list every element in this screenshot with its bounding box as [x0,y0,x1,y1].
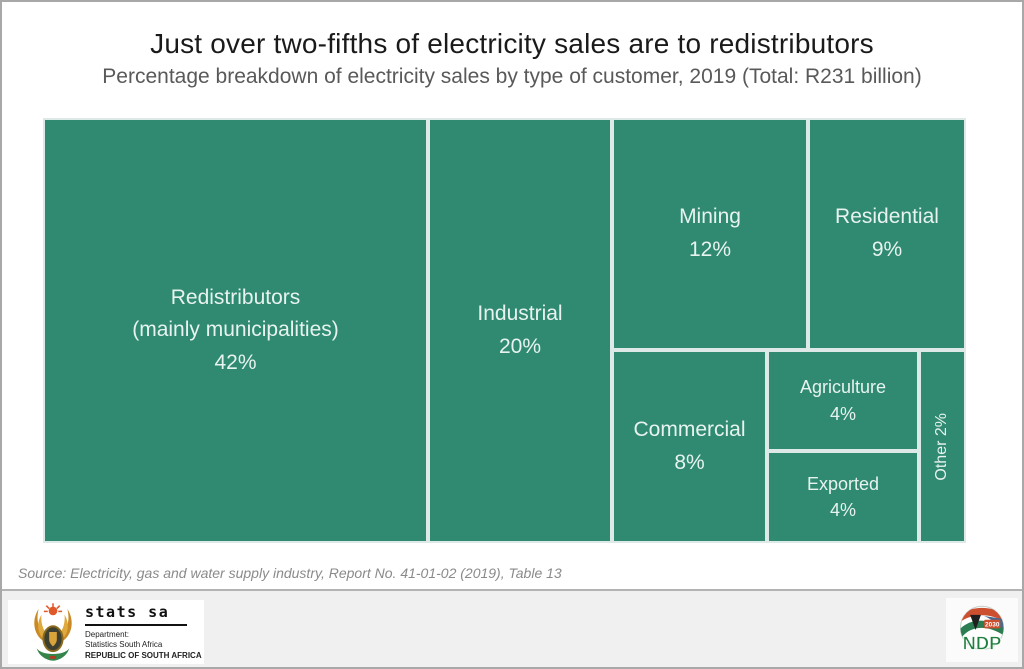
ndp-year-text: 2030 [985,622,1000,629]
treemap-cell-industrial: Industrial 20% [430,120,610,541]
cell-value: 8% [674,450,705,474]
cell-value: 4% [829,500,856,520]
statssa-brand: stats sa [85,602,170,621]
statssa-text-block: stats sa Department: Statistics South Af… [85,603,202,661]
cell-label: Exported [806,473,880,494]
ndp-logo-box: 2030 NDP [946,598,1018,662]
coat-of-arms-icon [34,603,72,661]
treemap-cell-other: Other 2% [921,352,964,541]
treemap-cell-commercial: Commercial 8% [614,352,765,541]
cell-sublabel: (mainly municipalities) [132,318,339,342]
footer-bar: stats sa Department: Statistics South Af… [2,589,1022,667]
ndp-2030-icon: 2030 NDP [959,605,1005,654]
source-note: Source: Electricity, gas and water suppl… [18,565,562,581]
cell-value: 20% [498,334,542,358]
cell-value: 9% [871,238,903,261]
cell-label: Agriculture [799,377,887,398]
statssa-dept-line1: Department: [85,629,130,639]
treemap-cell-residential: Residential 9% [810,120,964,348]
statssa-logo-box: stats sa Department: Statistics South Af… [8,600,204,664]
chart-subtitle: Percentage breakdown of electricity sale… [102,65,922,88]
treemap-cell-mining: Mining 12% [614,120,806,348]
cell-label: Commercial [633,417,746,441]
cell-label: Industrial [477,301,563,325]
statssa-dept-line3: REPUBLIC OF SOUTH AFRICA [85,650,202,660]
cell-value: 4% [829,403,856,424]
cell-label: Residential [835,205,939,229]
treemap-chart: Redistributors (mainly municipalities) 4… [43,118,966,543]
treemap-cell-exported: Exported 4% [769,453,917,541]
treemap-cell-redistributors: Redistributors (mainly municipalities) 4… [45,120,426,541]
cell-value: 12% [688,238,732,261]
cell-label: Other 2% [933,412,951,481]
cell-label: Redistributors [170,285,301,309]
cell-label: Mining [679,205,741,229]
ndp-label-text: NDP [963,632,1002,653]
statssa-dept-line2: Statistics South Africa [85,640,163,650]
brand-underline [85,623,187,626]
cell-value: 42% [214,350,257,374]
treemap-cell-agriculture: Agriculture 4% [769,352,917,449]
chart-title: Just over two-fifths of electricity sale… [150,28,874,59]
